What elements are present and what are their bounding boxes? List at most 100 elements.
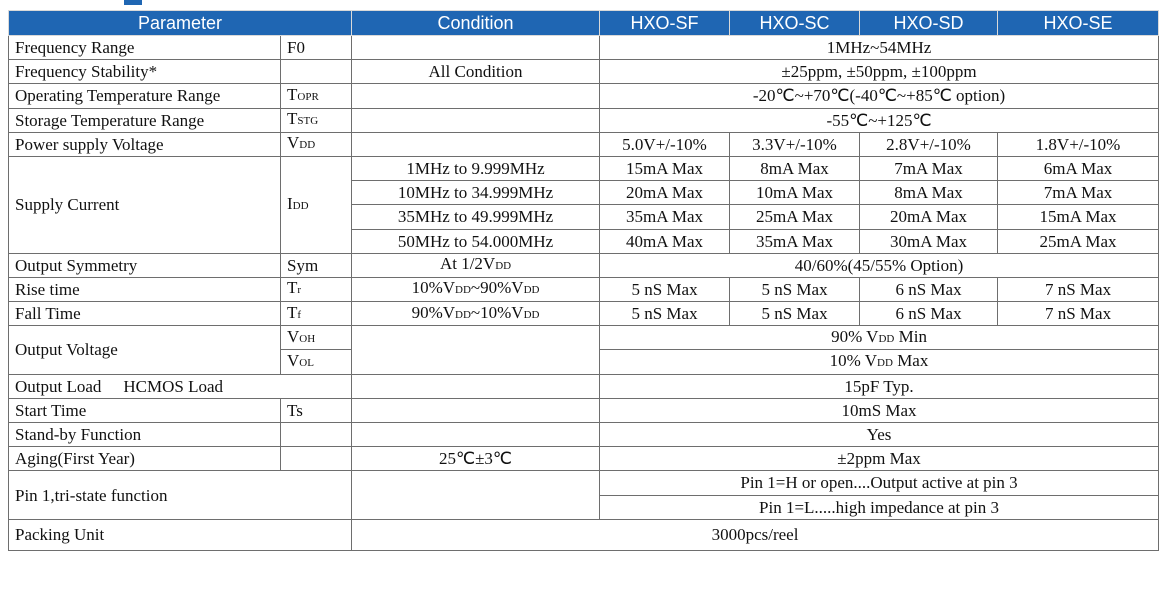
value: 1MHz~54MHz — [599, 34, 1160, 61]
param-label: Frequency Stability* — [8, 59, 281, 85]
condition: At 1/2VDD — [351, 252, 601, 278]
symbol — [279, 446, 353, 472]
param-label: Aging(First Year) — [8, 446, 281, 472]
symbol: VDD — [279, 131, 353, 157]
value-high: Pin 1=H or open....Output active at pin … — [599, 470, 1160, 496]
value-se: 7 nS Max — [997, 301, 1160, 327]
condition: 90%VDD~10%VDD — [351, 301, 601, 327]
cond-a: 90%V — [411, 302, 456, 322]
symbol: Tf — [279, 301, 353, 327]
value-vol: 10% VDD Max — [599, 349, 1160, 375]
condition — [351, 34, 601, 61]
value-sd: 30mA Max — [859, 228, 999, 254]
condition — [351, 325, 601, 375]
condition — [351, 83, 601, 109]
value-sc: 8mA Max — [729, 155, 861, 182]
symbol-main: I — [287, 193, 293, 213]
value-sd: 6 nS Max — [859, 301, 999, 327]
param-label-main: Output Load — [15, 376, 102, 396]
param-label: Start Time — [8, 397, 281, 424]
row-aging: Aging(First Year) 25℃±3℃ ±2ppm Max — [8, 446, 1160, 472]
condition — [351, 421, 601, 448]
condition-sub: DD — [495, 260, 512, 273]
row-storage-temperature: Storage Temperature Range TSTG -55℃~+125… — [8, 107, 1160, 133]
row-frequency-range: Frequency Range F0 1MHz~54MHz — [8, 34, 1160, 61]
condition — [351, 373, 601, 399]
param-label-extra: HCMOS Load — [123, 376, 224, 396]
value-sf: 5 nS Max — [599, 301, 731, 327]
voh-c: Min — [894, 326, 927, 346]
vol-c: Max — [892, 351, 929, 371]
condition: 10MHz to 34.999MHz — [351, 180, 601, 206]
param-label: Frequency Range — [8, 34, 281, 61]
value-sc: 10mA Max — [729, 180, 861, 206]
symbol-sub: DD — [299, 139, 316, 152]
cond-c: ~90%V — [470, 278, 524, 298]
symbol-main: V — [287, 133, 300, 153]
symbol: TSTG — [279, 107, 353, 133]
condition — [351, 397, 601, 424]
value-sd: 7mA Max — [859, 155, 999, 182]
param-label: Power supply Voltage — [8, 131, 281, 157]
cond-a: 10%V — [411, 278, 456, 298]
row-pin1-high: Pin 1,tri-state function Pin 1=H or open… — [7, 470, 1160, 520]
value: -55℃~+125℃ — [599, 107, 1160, 133]
value: ±25ppm, ±50ppm, ±100ppm — [599, 59, 1160, 85]
param-label: Storage Temperature Range — [8, 107, 281, 133]
header-hxo-se: HXO-SE — [997, 10, 1160, 36]
row-output-symmetry: Output Symmetry Sym At 1/2VDD 40/60%(45/… — [8, 252, 1160, 278]
value: 40/60%(45/55% Option) — [599, 252, 1160, 278]
value-se: 15mA Max — [997, 204, 1160, 230]
value: ±2ppm Max — [599, 446, 1160, 472]
row-output-load: Output Load HCMOS Load 15pF Typ. — [7, 373, 1160, 399]
condition — [351, 131, 601, 157]
value: -20℃~+70℃(-40℃~+85℃ option) — [599, 83, 1160, 109]
symbol — [279, 421, 353, 448]
symbol: Tr — [279, 276, 353, 303]
symbol-main: T — [287, 302, 298, 322]
symbol: F0 — [279, 34, 353, 61]
symbol-main: T — [287, 109, 298, 129]
cond-b: DD — [455, 284, 471, 297]
row-operating-temperature: Operating Temperature Range TOPR -20℃~+7… — [8, 83, 1160, 109]
header-row: Parameter Condition HXO-SF HXO-SC HXO-SD… — [7, 10, 1160, 36]
header-hxo-sc: HXO-SC — [729, 10, 861, 36]
vol-a: 10% V — [829, 351, 878, 371]
condition: 25℃±3℃ — [351, 446, 601, 472]
value: 3000pcs/reel — [351, 518, 1160, 551]
cond-d: DD — [523, 284, 540, 297]
cond-b: DD — [455, 308, 471, 321]
condition: 50MHz to 54.000MHz — [351, 228, 601, 254]
condition — [351, 470, 601, 520]
symbol-main: V — [287, 326, 300, 346]
row-packing-unit: Packing Unit 3000pcs/reel — [7, 518, 1160, 551]
row-standby-function: Stand-by Function Yes — [8, 421, 1160, 448]
value-se: 7mA Max — [997, 180, 1160, 206]
row-rise-time: Rise time Tr 10%VDD~90%VDD 5 nS Max 5 nS… — [8, 276, 1160, 303]
value-sf: 40mA Max — [599, 228, 731, 254]
symbol — [279, 59, 353, 85]
value-se: 1.8V+/-10% — [997, 131, 1160, 157]
condition: 1MHz to 9.999MHz — [351, 155, 601, 182]
spec-table: Parameter Condition HXO-SF HXO-SC HXO-SD… — [7, 10, 1160, 551]
value-sc: 25mA Max — [729, 204, 861, 230]
value-se: 6mA Max — [997, 155, 1160, 182]
value-sf: 20mA Max — [599, 180, 731, 206]
header-parameter: Parameter — [7, 10, 353, 36]
value-se: 7 nS Max — [997, 276, 1160, 303]
value-sc: 3.3V+/-10% — [729, 131, 861, 157]
row-pin1-low: Pin 1=L.....high impedance at pin 3 — [9, 494, 1160, 520]
value-sf: 35mA Max — [599, 204, 731, 230]
cond-c: ~10%V — [470, 302, 524, 322]
symbol-sub: STG — [297, 115, 319, 128]
symbol-vol: VOL — [279, 349, 353, 375]
vol-b: DD — [877, 357, 893, 370]
row-start-time: Start Time Ts 10mS Max — [8, 397, 1160, 424]
heading-fragment — [124, 0, 142, 5]
symbol-sub: f — [297, 308, 302, 321]
cond-d: DD — [523, 308, 540, 321]
param-label: Packing Unit — [7, 518, 353, 551]
value-sf: 5.0V+/-10% — [599, 131, 731, 157]
value-sd: 2.8V+/-10% — [859, 131, 999, 157]
voh-b: DD — [878, 332, 895, 345]
